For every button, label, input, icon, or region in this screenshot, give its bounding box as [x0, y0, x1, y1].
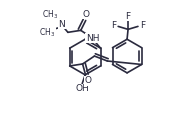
- Text: CH$_3$: CH$_3$: [39, 26, 55, 39]
- Text: F: F: [126, 12, 131, 21]
- Text: N: N: [59, 20, 65, 29]
- Text: O: O: [82, 10, 89, 19]
- Text: O: O: [84, 76, 91, 85]
- Text: F: F: [111, 21, 116, 30]
- Text: F: F: [140, 21, 145, 30]
- Text: OH: OH: [75, 84, 89, 93]
- Text: NH: NH: [86, 34, 99, 43]
- Text: CH$_3$: CH$_3$: [42, 8, 58, 21]
